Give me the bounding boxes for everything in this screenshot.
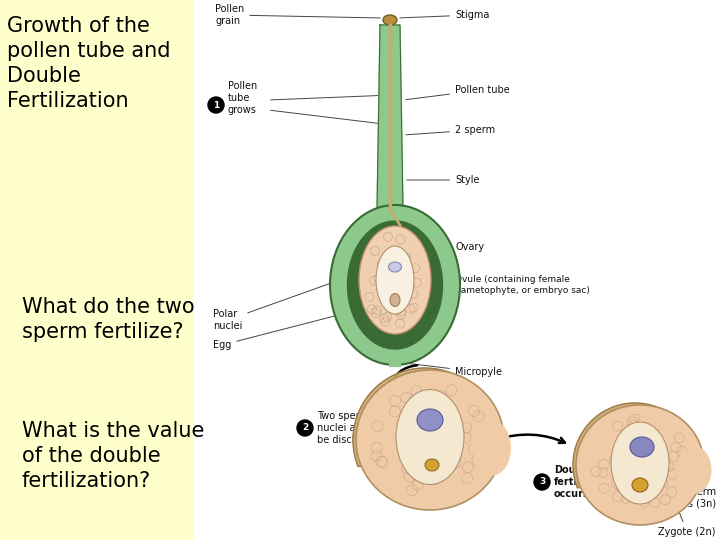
Text: Ovule (containing female
gametophyte, or embryo sac): Ovule (containing female gametophyte, or…	[445, 275, 590, 295]
Text: Micropyle: Micropyle	[408, 363, 502, 377]
Ellipse shape	[576, 405, 704, 525]
Text: Endosperm
nucleus (3n): Endosperm nucleus (3n)	[655, 446, 716, 509]
Text: 1: 1	[213, 100, 219, 110]
Text: 2 sperm: 2 sperm	[406, 125, 495, 135]
Text: Egg: Egg	[213, 303, 382, 350]
Text: Pollen
grain: Pollen grain	[215, 4, 380, 26]
Ellipse shape	[425, 459, 439, 471]
Ellipse shape	[389, 262, 402, 272]
Text: Ovary: Ovary	[455, 242, 484, 252]
Ellipse shape	[348, 221, 443, 349]
Ellipse shape	[390, 294, 400, 307]
Polygon shape	[377, 25, 403, 210]
Circle shape	[534, 474, 550, 490]
Text: What do the two
sperm fertilize?: What do the two sperm fertilize?	[22, 297, 194, 342]
Ellipse shape	[383, 15, 397, 25]
Bar	[0, 0, 194, 540]
Ellipse shape	[359, 226, 431, 334]
Text: Zygote (2n): Zygote (2n)	[659, 488, 716, 537]
Polygon shape	[573, 403, 697, 488]
Text: Pollen tube: Pollen tube	[406, 85, 510, 100]
Text: Growth of the
pollen tube and
Double
Fertilization: Growth of the pollen tube and Double Fer…	[7, 16, 171, 111]
Polygon shape	[353, 368, 497, 467]
Ellipse shape	[356, 370, 504, 510]
Text: Two sperm
nuclei about to
be discharged: Two sperm nuclei about to be discharged	[317, 411, 391, 444]
Text: Stigma: Stigma	[400, 10, 490, 20]
Ellipse shape	[677, 446, 711, 494]
Text: What is the value
of the double
fertilization?: What is the value of the double fertiliz…	[22, 421, 204, 491]
Ellipse shape	[632, 478, 648, 492]
Ellipse shape	[330, 205, 460, 365]
Circle shape	[208, 97, 224, 113]
Text: Polar
nuclei: Polar nuclei	[213, 268, 374, 331]
Text: Style: Style	[407, 175, 480, 185]
Ellipse shape	[611, 422, 669, 504]
Ellipse shape	[376, 246, 414, 314]
Text: 3: 3	[539, 477, 545, 487]
Text: Pollen
tube
grows: Pollen tube grows	[228, 82, 257, 114]
Ellipse shape	[630, 437, 654, 457]
Ellipse shape	[396, 389, 464, 484]
Circle shape	[297, 420, 313, 436]
Text: 2: 2	[302, 423, 308, 433]
Text: Double
fertilization
occurs: Double fertilization occurs	[554, 465, 618, 498]
Ellipse shape	[417, 409, 443, 431]
Ellipse shape	[473, 421, 511, 476]
